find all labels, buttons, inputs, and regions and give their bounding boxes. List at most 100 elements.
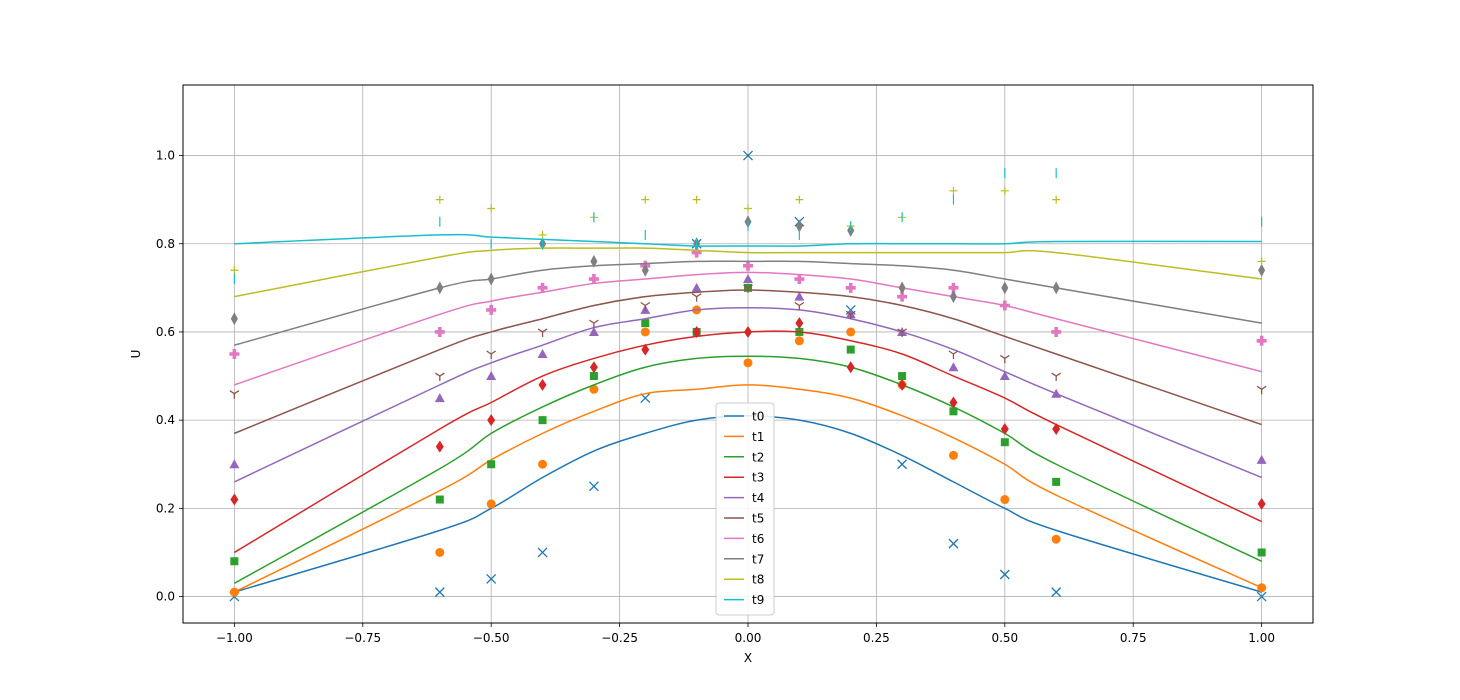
data-point-t3 bbox=[949, 396, 958, 409]
data-point-t5 bbox=[1051, 372, 1062, 382]
x-tick-label: 0.75 bbox=[1120, 631, 1147, 645]
legend-label-t0: t0 bbox=[752, 410, 764, 424]
legend-label-t7: t7 bbox=[752, 552, 764, 566]
data-point-t7 bbox=[590, 254, 598, 268]
series-t6 bbox=[229, 247, 1267, 386]
data-point-t0 bbox=[1256, 591, 1267, 602]
data-point-t0 bbox=[486, 573, 497, 584]
data-point-t7 bbox=[795, 219, 803, 233]
data-point-t1 bbox=[846, 327, 856, 337]
plot-area bbox=[229, 150, 1267, 602]
data-point-t3 bbox=[538, 378, 547, 391]
legend-label-t9: t9 bbox=[752, 593, 764, 607]
series-line-t8 bbox=[234, 247, 1262, 298]
data-point-t8 bbox=[744, 204, 752, 213]
data-point-t2 bbox=[846, 345, 855, 354]
data-point-t3 bbox=[589, 361, 598, 374]
data-point-t5 bbox=[229, 390, 240, 399]
data-point-t3 bbox=[1052, 422, 1061, 435]
data-point-t8 bbox=[487, 204, 496, 213]
data-point-t0 bbox=[1051, 587, 1062, 598]
data-point-t6 bbox=[1051, 326, 1062, 337]
data-point-t7 bbox=[230, 312, 238, 326]
data-point-t0 bbox=[743, 150, 753, 161]
data-point-t2 bbox=[1000, 438, 1009, 447]
data-point-t2 bbox=[641, 319, 650, 328]
data-point-t4 bbox=[999, 371, 1010, 381]
data-point-t3 bbox=[1257, 497, 1266, 510]
legend-frame bbox=[715, 402, 775, 616]
data-point-t8 bbox=[641, 195, 650, 204]
data-point-t1 bbox=[948, 450, 958, 460]
data-point-t0 bbox=[948, 538, 959, 549]
data-point-t5 bbox=[434, 372, 445, 382]
data-point-t1 bbox=[794, 336, 804, 346]
data-point-t6 bbox=[588, 274, 599, 285]
data-point-t7 bbox=[1258, 263, 1266, 277]
series-t4 bbox=[229, 274, 1267, 483]
series-t9 bbox=[233, 168, 1263, 285]
legend-label-t5: t5 bbox=[752, 512, 764, 526]
y-tick-label: 0.8 bbox=[156, 237, 175, 251]
data-point-t5 bbox=[486, 350, 497, 359]
data-point-t6 bbox=[845, 282, 856, 293]
data-point-t7 bbox=[436, 281, 444, 295]
data-point-t2 bbox=[538, 416, 547, 425]
series-t3 bbox=[230, 317, 1266, 554]
data-point-t2 bbox=[1052, 477, 1061, 486]
series-line-t4 bbox=[234, 306, 1262, 483]
data-point-t6 bbox=[743, 260, 753, 271]
data-point-t4 bbox=[229, 459, 240, 469]
data-point-t0 bbox=[537, 547, 548, 558]
x-tick-label: 0.50 bbox=[991, 631, 1018, 645]
data-point-t6 bbox=[897, 291, 908, 302]
data-point-t7 bbox=[487, 272, 495, 286]
data-point-t6 bbox=[794, 274, 805, 285]
data-point-t5 bbox=[743, 284, 753, 293]
data-point-t6 bbox=[486, 304, 497, 315]
x-axis-label: X bbox=[744, 651, 752, 665]
y-tick-label: 0.6 bbox=[156, 325, 175, 339]
data-point-t1 bbox=[640, 327, 650, 337]
data-point-t1 bbox=[589, 384, 599, 394]
data-point-t7 bbox=[949, 290, 957, 304]
data-point-t0 bbox=[434, 587, 445, 598]
data-point-t3 bbox=[1000, 422, 1009, 435]
data-point-t1 bbox=[435, 547, 445, 557]
data-point-t5 bbox=[691, 293, 702, 302]
y-tick-label: 1.0 bbox=[156, 149, 175, 163]
data-point-t5 bbox=[794, 301, 805, 311]
data-point-t4 bbox=[434, 393, 445, 403]
data-point-t3 bbox=[230, 493, 239, 506]
y-tick-label: 0.2 bbox=[156, 501, 175, 515]
data-point-t8 bbox=[1052, 195, 1061, 204]
data-point-t6 bbox=[999, 300, 1010, 311]
data-point-t5 bbox=[537, 328, 548, 337]
data-point-t4 bbox=[537, 349, 548, 358]
data-point-t3 bbox=[898, 378, 907, 391]
legend-label-t2: t2 bbox=[752, 450, 764, 464]
data-point-t2 bbox=[230, 557, 239, 566]
data-point-t6 bbox=[229, 349, 240, 359]
data-point-t7 bbox=[1001, 281, 1009, 295]
x-tick-label: −0.75 bbox=[344, 631, 381, 645]
data-point-t1 bbox=[743, 358, 753, 368]
y-tick-label: 0.4 bbox=[156, 413, 175, 427]
x-tick-label: 1.00 bbox=[1248, 631, 1275, 645]
data-point-t5 bbox=[845, 310, 856, 320]
data-point-t3 bbox=[692, 325, 701, 338]
data-point-t0 bbox=[588, 481, 599, 492]
data-point-t7 bbox=[1052, 281, 1060, 295]
data-point-t8 bbox=[538, 230, 547, 239]
data-point-t0 bbox=[897, 459, 908, 470]
data-point-t5 bbox=[589, 319, 599, 329]
series-line-t1 bbox=[234, 384, 1262, 593]
data-point-t5 bbox=[640, 301, 651, 311]
legend-label-t6: t6 bbox=[752, 532, 764, 546]
data-point-t5 bbox=[999, 354, 1010, 364]
data-point-t6 bbox=[691, 247, 702, 258]
x-tick-label: 0.25 bbox=[863, 631, 890, 645]
x-tick-label: −0.50 bbox=[473, 631, 510, 645]
data-point-t8 bbox=[1257, 257, 1266, 266]
data-point-t4 bbox=[1051, 388, 1062, 398]
